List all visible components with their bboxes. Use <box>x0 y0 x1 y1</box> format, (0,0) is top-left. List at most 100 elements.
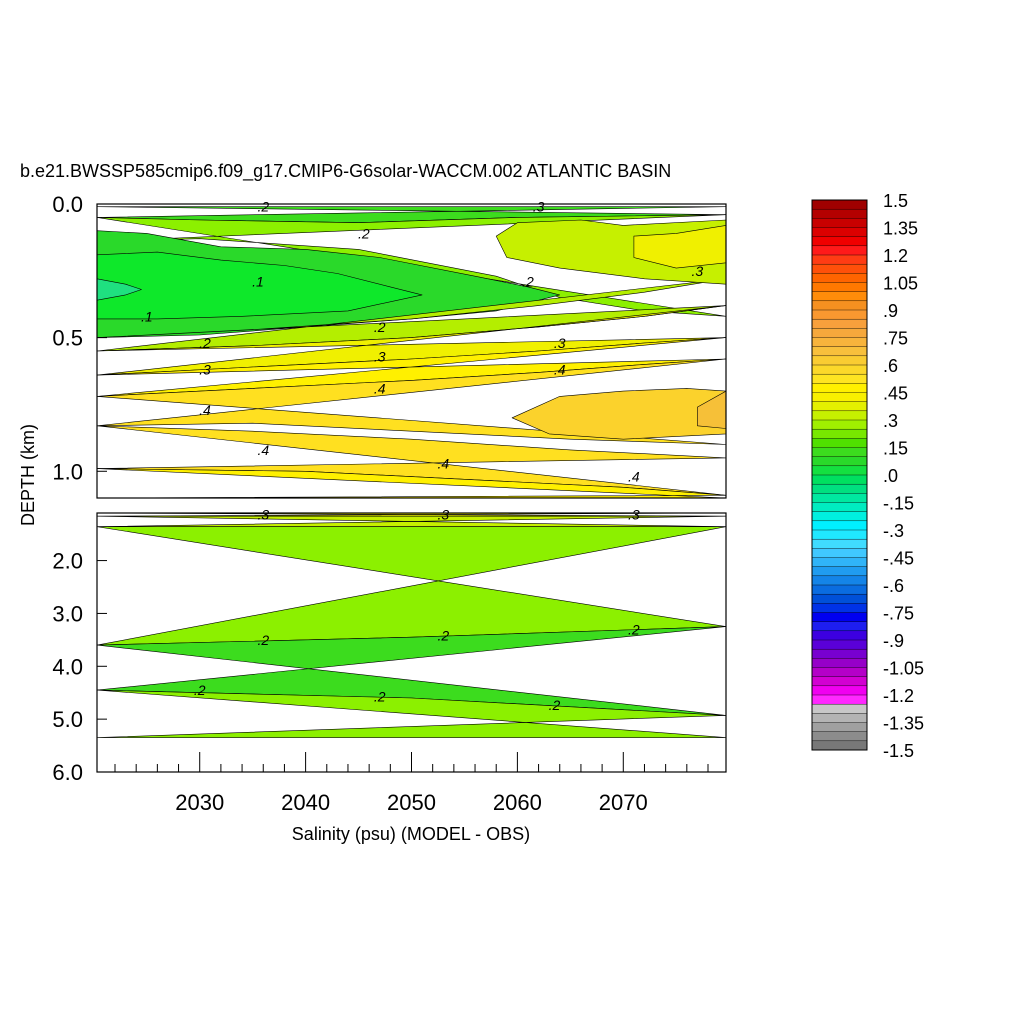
contour-band-lower-18 <box>97 626 726 716</box>
contour-band-upper-4 <box>97 278 142 301</box>
colorbar-frame <box>811 199 868 751</box>
colorbar-swatch <box>811 648 868 659</box>
axes: 0.0 0.5 1.0 2.0 3.0 4.0 5.0 6.0 2030 2040 2050 2060… <box>52 192 709 815</box>
contour-label: .3 <box>437 507 449 523</box>
x-tick-label: 2030 <box>175 790 224 815</box>
colorbar-swatch <box>811 291 868 302</box>
colorbar-swatch <box>811 483 868 494</box>
contour-band-upper-11 <box>511 388 726 440</box>
contour-label: .4 <box>374 380 386 396</box>
y-tick-label: 3.0 <box>52 601 83 626</box>
colorbar-label: -.3 <box>883 521 904 541</box>
colorbar-swatch <box>811 612 868 623</box>
colorbar-swatch <box>811 263 868 274</box>
colorbar-label: .0 <box>883 466 898 486</box>
colorbar-swatch <box>811 373 868 384</box>
colorbar-swatch <box>811 428 868 439</box>
colorbar-swatch <box>811 383 868 393</box>
contour-label: .4 <box>554 362 566 378</box>
contour-label: .1 <box>141 308 153 324</box>
colorbar-swatch <box>811 401 868 412</box>
colorbar-label: -1.05 <box>883 659 924 679</box>
colorbar-swatch <box>811 227 868 238</box>
colorbar-swatch <box>811 328 868 338</box>
contour-label: .3 <box>257 507 269 523</box>
colorbar-label: .75 <box>883 329 908 349</box>
colorbar-swatch <box>811 557 868 568</box>
colorbar-swatch <box>811 529 868 540</box>
colorbar-label: -1.35 <box>883 714 924 734</box>
colorbar-label: .6 <box>883 356 898 376</box>
contour-label: .2 <box>549 697 561 713</box>
contour-label: .2 <box>522 274 534 290</box>
contour-label: .2 <box>374 688 386 704</box>
contour-band-lower-16 <box>97 515 726 527</box>
contour-label: .3 <box>533 199 545 215</box>
contour-label: .2 <box>437 628 449 644</box>
colorbar-swatch <box>811 740 868 751</box>
contour-label: .2 <box>194 682 206 698</box>
colorbar-swatch <box>811 593 868 604</box>
colorbar-swatch <box>811 722 868 733</box>
colorbar-swatch <box>811 337 868 348</box>
colorbar-swatch <box>811 364 868 375</box>
contour-band-upper-7 <box>633 225 726 269</box>
colorbar-swatch <box>811 713 868 724</box>
contour-label: .3 <box>692 263 704 279</box>
chart-title-group: b.e21.BWSSP585cmip6.f09_g17.CMIP6-G6sola… <box>20 161 671 182</box>
colorbar-swatch <box>811 465 868 476</box>
y-tick-label: 6.0 <box>52 760 83 785</box>
colorbar-swatch <box>811 355 868 366</box>
x-tick-label: 2060 <box>493 790 542 815</box>
colorbar-label: -.6 <box>883 576 904 596</box>
colorbar-swatch <box>811 419 868 430</box>
colorbar-label: .9 <box>883 301 898 321</box>
colorbar-swatch <box>811 282 868 293</box>
colorbar-swatch <box>811 456 868 467</box>
colorbar-swatch <box>811 676 868 687</box>
colorbar: 1.5 1.35 1.2 1.05 .9 .75 .6 .45 .3 .15 .0 -.15 -.3 -.… <box>811 191 924 761</box>
colorbar-swatch <box>811 245 868 256</box>
contour-band-lower-15 <box>97 513 726 517</box>
colorbar-label: 1.05 <box>883 274 918 294</box>
contour-label: .1 <box>252 274 264 290</box>
colorbar-swatch <box>811 218 868 229</box>
y-tick-label: 0.0 <box>52 192 83 217</box>
colorbar-swatch <box>811 520 868 531</box>
colorbar-swatch <box>811 603 868 614</box>
contour-labels: .2 .3 .2 .1 .2 .3 .1 .2 .2 .3 .3 .3 .4 .4 .4 .4 .4 .4 .3 .3… <box>141 199 703 713</box>
colorbar-swatch <box>811 208 868 219</box>
colorbar-swatch <box>811 447 868 458</box>
colorbar-label: 1.5 <box>883 191 908 211</box>
colorbar-swatch <box>811 410 868 421</box>
colorbar-swatch <box>811 731 868 742</box>
colorbar-swatch <box>811 566 868 577</box>
colorbar-swatch <box>811 511 868 522</box>
colorbar-swatch <box>811 474 868 485</box>
colorbar-label: -.75 <box>883 604 914 624</box>
colorbar-swatch <box>811 392 868 403</box>
contour-band-upper-10 <box>97 358 726 445</box>
colorbar-swatch <box>811 538 868 549</box>
contour-label: .2 <box>199 335 211 351</box>
colorbar-swatch <box>811 621 868 632</box>
chart-title: b.e21.BWSSP585cmip6.f09_g17.CMIP6-G6sola… <box>20 161 671 182</box>
colorbar-swatch <box>811 694 868 705</box>
contour-label: .2 <box>257 199 269 215</box>
colorbar-swatch <box>811 630 868 641</box>
colorbar-swatch <box>811 667 868 678</box>
x-tick-label: 2040 <box>281 790 330 815</box>
lower-contour-fill <box>97 513 726 738</box>
colorbar-swatch <box>811 318 868 329</box>
colorbar-label: -.15 <box>883 494 914 514</box>
contour-label: .3 <box>374 348 386 364</box>
colorbar-swatch <box>811 703 868 714</box>
colorbar-swatch <box>811 438 868 448</box>
y-axis-label: DEPTH (km) <box>18 424 38 526</box>
lower-panel <box>96 512 727 773</box>
colorbar-swatch <box>811 346 868 357</box>
colorbar-swatch <box>811 300 868 311</box>
y-tick-label: 5.0 <box>52 707 83 732</box>
y-tick-label: 1.0 <box>52 459 83 484</box>
